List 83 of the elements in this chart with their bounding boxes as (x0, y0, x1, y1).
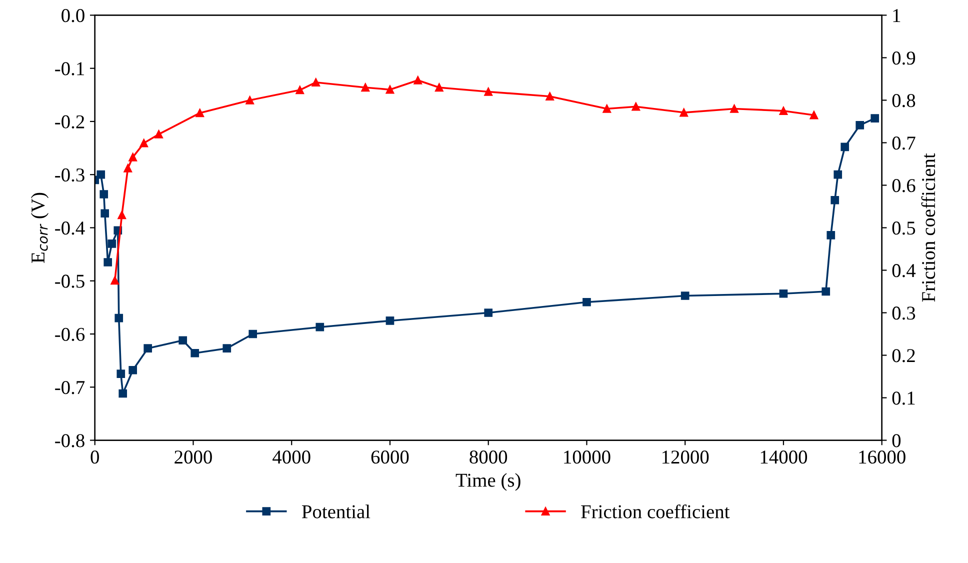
point (124, 164, 132, 172)
point (484, 308, 493, 317)
x-tick-label: 6000 (371, 450, 409, 464)
point (386, 316, 394, 325)
y-tick-label: -0.4 (55, 222, 85, 235)
point (96, 170, 106, 179)
y2-tick-label: 0.5 (892, 222, 916, 235)
point (830, 196, 840, 204)
x-tick-label: 4000 (272, 450, 310, 464)
point (582, 298, 591, 306)
point (118, 210, 126, 220)
point (386, 85, 394, 94)
y2-tick-label: 0.1 (892, 392, 915, 405)
point (154, 130, 163, 138)
legend-label: Potential (302, 504, 370, 518)
x-tick-label: 2000 (174, 450, 212, 464)
y-tick-label: -0.5 (55, 274, 84, 288)
point (840, 142, 850, 152)
y-axis-title: E$_{corr}$ (V) (30, 192, 49, 263)
y2-tick-label: 0 (892, 434, 901, 448)
point (680, 292, 690, 300)
y-tick-label: -0.6 (55, 328, 85, 342)
point (178, 336, 188, 345)
point (632, 102, 640, 111)
point (100, 209, 110, 218)
point (361, 83, 370, 92)
point (834, 170, 842, 179)
point (730, 104, 738, 113)
point (222, 344, 232, 353)
point (822, 287, 830, 296)
point (779, 106, 788, 116)
x-tick-label: 12000 (662, 450, 709, 464)
point (190, 348, 200, 358)
y-tick-label: -0.2 (55, 115, 84, 128)
y2-tick-label: 0.6 (892, 179, 916, 192)
point (100, 190, 108, 198)
point (128, 153, 138, 162)
point (312, 78, 320, 87)
x-tick-label: 14000 (760, 450, 808, 464)
y-tick-label: -0.8 (55, 434, 84, 448)
point (248, 330, 258, 338)
y2-tick-label: 0.2 (892, 349, 915, 362)
point (246, 96, 254, 104)
point (810, 110, 818, 120)
point (140, 138, 148, 148)
point (414, 76, 422, 84)
point (114, 314, 124, 322)
point (144, 344, 152, 353)
y-tick-label: -0.1 (55, 62, 84, 76)
point (779, 289, 788, 298)
x-axis-title: Time (s) (456, 473, 520, 491)
point (110, 276, 120, 285)
point (316, 322, 324, 332)
point (108, 240, 116, 248)
y-tick-label: -0.7 (55, 380, 85, 394)
legend-label: Friction coefficient (581, 504, 730, 518)
x-tick-label: 10000 (564, 450, 610, 464)
y2-tick-label: 0.9 (892, 52, 916, 65)
y-tick-label: -0.3 (55, 168, 84, 182)
point (296, 86, 304, 94)
point (104, 258, 112, 266)
point (484, 88, 493, 96)
point (116, 370, 126, 378)
y2-tick-label: 1 (893, 9, 900, 22)
y2-axis-title: Friction coefficient (921, 153, 936, 302)
point (546, 92, 554, 101)
point (435, 83, 444, 92)
y2-tick-label: 0.3 (892, 306, 916, 320)
point (602, 104, 612, 113)
y2-tick-label: 0.4 (892, 264, 916, 278)
point (196, 108, 204, 118)
x-tick-label: 0 (90, 450, 99, 464)
point (870, 114, 880, 122)
y-tick-label: 0.0 (62, 9, 84, 22)
point (680, 108, 688, 117)
y2-tick-label: 0.7 (892, 136, 916, 150)
point (856, 121, 864, 130)
point (128, 366, 138, 374)
y2-tick-label: 0.8 (892, 94, 916, 108)
x-tick-label: 8000 (470, 450, 508, 464)
x-tick-label: 16000 (859, 450, 906, 464)
point (118, 389, 128, 398)
point (826, 231, 836, 240)
